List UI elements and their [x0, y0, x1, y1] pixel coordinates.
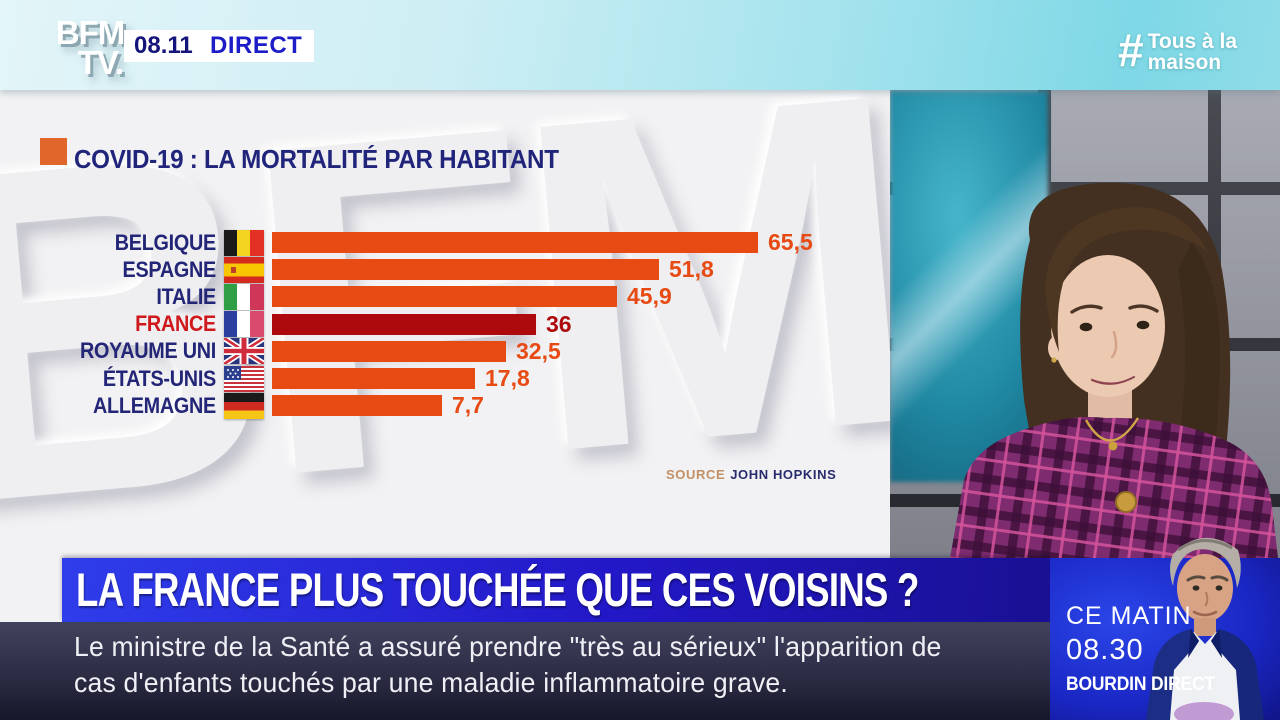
bfm-tv-logo: BFM TV.: [55, 14, 125, 82]
top-band: BFM TV. 08.11 DIRECT # Tous à la maison: [0, 0, 1280, 90]
flag-icon-es: [224, 256, 264, 283]
show-promo-card: CE MATIN 08.30 BOURDIN DIRECT: [1050, 537, 1280, 720]
value-bar: [272, 313, 536, 335]
value-bar: [272, 232, 758, 254]
value-label: 36: [546, 310, 572, 337]
flag-icon-be: [224, 229, 264, 256]
flag-icon-de: [224, 392, 264, 419]
value-label: 65,5: [768, 229, 813, 256]
country-label: ITALIE: [156, 283, 216, 309]
logo-line2: TV.: [77, 44, 124, 82]
ticker-line1: Le ministre de la Santé a assuré prendre…: [74, 631, 942, 662]
chart-panel: BFM COVID-19 : LA MORTALITÉ PAR HABITANT…: [0, 90, 890, 622]
hashtag-icon: #: [1118, 24, 1144, 76]
medical-footage-screen: [890, 90, 1048, 482]
chart-row: ROYAUME UNI 32,5: [0, 338, 890, 365]
logo-line1: BFM: [55, 14, 125, 51]
value-label: 32,5: [516, 337, 561, 364]
country-label: ESPAGNE: [122, 256, 217, 282]
country-label: BELGIQUE: [114, 229, 217, 255]
chart-row: ÉTATS-UNIS 17,8: [0, 365, 890, 392]
chart-row: FRANCE 36: [0, 311, 890, 338]
host-portrait: [1146, 537, 1264, 720]
country-label: ALLEMAGNE: [93, 392, 216, 418]
value-bar: [272, 368, 475, 390]
promo-show-name: BOURDIN DIRECT: [1066, 674, 1215, 695]
ticker-line2: cas d'enfants touchés par une maladie in…: [74, 667, 788, 698]
value-label: 7,7: [452, 392, 484, 419]
flag-icon-it: [224, 283, 264, 310]
title-bullet-square: [40, 138, 67, 165]
flag-icon-us: [224, 365, 264, 392]
guest-portrait: [950, 182, 1278, 558]
chart-row: BELGIQUE 65,5: [0, 229, 890, 256]
hashtag-campaign: # Tous à la maison: [1118, 27, 1237, 73]
flag-icon-fr: [224, 311, 264, 338]
value-bar: [272, 259, 659, 281]
headline-text: LA FRANCE PLUS TOUCHÉE QUE CES VOISINS ?: [76, 563, 919, 616]
value-label: 45,9: [627, 283, 672, 310]
flag-icon-gb: [224, 338, 264, 365]
source-credit: SOURCE JOHN HOPKINS: [666, 467, 836, 482]
value-label: 51,8: [669, 256, 714, 283]
chart-row: ITALIE 45,9: [0, 283, 890, 310]
value-bar: [272, 286, 617, 308]
country-label: ROYAUME UNI: [79, 338, 216, 364]
value-label: 17,8: [485, 365, 530, 392]
bar-chart: BELGIQUE 65,5 ESPAGNE 51,8 ITALIE 45,9 FRANCE 3…: [0, 229, 890, 419]
source-label: SOURCE: [666, 467, 726, 482]
news-ticker: Le ministre de la Santé a assuré prendre…: [0, 622, 1050, 720]
chart-row: ALLEMAGNE 7,7: [0, 392, 890, 419]
headline-banner: LA FRANCE PLUS TOUCHÉE QUE CES VOISINS ?: [62, 558, 1050, 622]
value-bar: [272, 340, 506, 362]
live-badge: DIRECT: [198, 30, 315, 62]
source-value: JOHN HOPKINS: [730, 467, 837, 482]
value-bar: [272, 395, 442, 417]
promo-kicker: CE MATIN: [1066, 602, 1192, 630]
country-label: ÉTATS-UNIS: [102, 365, 216, 391]
chart-title: COVID-19 : LA MORTALITÉ PAR HABITANT: [74, 144, 559, 174]
hashtag-line1: Tous à la: [1147, 30, 1238, 53]
studio-video: [890, 90, 1280, 558]
country-label: FRANCE: [135, 311, 216, 337]
hashtag-line2: maison: [1147, 51, 1222, 74]
promo-time: 08.30: [1066, 634, 1144, 666]
clock: 08.11: [124, 30, 203, 62]
chart-row: ESPAGNE 51,8: [0, 256, 890, 283]
